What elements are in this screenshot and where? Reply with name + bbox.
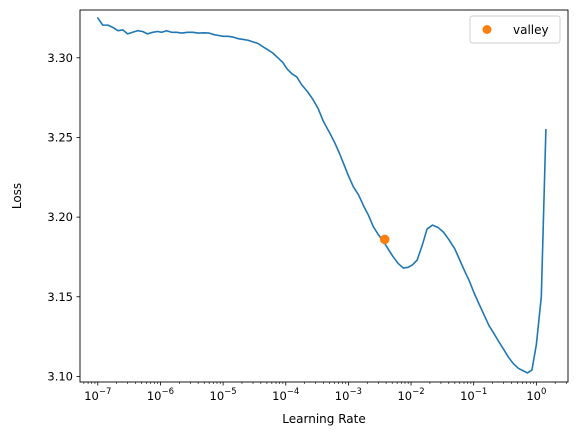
legend-label-valley: valley bbox=[513, 23, 549, 37]
y-tick-label: 3.30 bbox=[47, 51, 73, 65]
legend-marker-valley bbox=[482, 25, 492, 34]
valley-point bbox=[379, 234, 390, 245]
axes-frame bbox=[79, 9, 569, 383]
y-tick-label: 3.15 bbox=[47, 290, 73, 304]
x-tick-label: 10−4 bbox=[272, 387, 299, 403]
axes-border bbox=[79, 9, 569, 383]
x-axis-title: Learning Rate bbox=[282, 412, 365, 426]
x-tick-label: 10−2 bbox=[397, 387, 424, 403]
y-tick-label: 3.25 bbox=[47, 130, 73, 144]
plot-markers bbox=[379, 234, 390, 245]
plot-lines bbox=[96, 17, 547, 374]
y-tick-label: 3.10 bbox=[47, 369, 73, 383]
y-axis-title: Loss bbox=[10, 183, 24, 209]
x-tick-label: 10−5 bbox=[210, 387, 237, 403]
x-axis-ticks: 10−7 10−6 10−5 10−4 10−3 10−2 10−1 100 bbox=[83, 382, 567, 403]
x-tick-label: 10−1 bbox=[460, 387, 487, 403]
x-tick-label: 100 bbox=[526, 387, 546, 403]
y-axis-ticks: 3.10 3.15 3.20 3.25 3.30 bbox=[47, 51, 80, 383]
x-tick-label: 10−6 bbox=[147, 387, 174, 403]
legend-box bbox=[469, 15, 561, 44]
loss-curve bbox=[96, 17, 547, 374]
x-tick-label: 10−3 bbox=[335, 387, 362, 403]
y-tick-label: 3.20 bbox=[47, 210, 73, 224]
x-tick-label: 10−7 bbox=[84, 387, 111, 403]
legend: valley bbox=[469, 15, 561, 44]
